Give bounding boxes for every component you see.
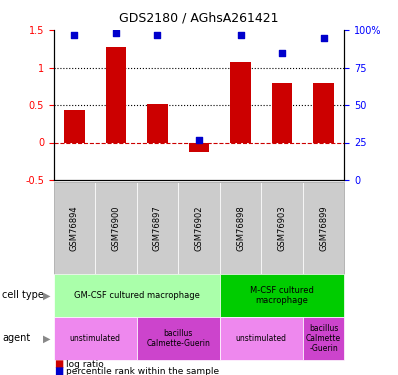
Text: GSM76903: GSM76903 — [277, 205, 287, 251]
Bar — [271, 82, 293, 142]
Text: ■: ■ — [54, 366, 63, 375]
Bar — [147, 104, 168, 142]
Text: log ratio: log ratio — [66, 360, 103, 369]
Text: ▶: ▶ — [43, 290, 51, 300]
Text: cell type: cell type — [2, 290, 44, 300]
Point — [154, 32, 161, 38]
Bar — [230, 62, 251, 142]
Text: GDS2180 / AGhsA261421: GDS2180 / AGhsA261421 — [119, 11, 279, 24]
Point — [196, 136, 202, 142]
Text: agent: agent — [2, 333, 30, 344]
Text: unstimulated: unstimulated — [236, 334, 287, 343]
Text: GSM76902: GSM76902 — [195, 205, 203, 251]
Text: ■: ■ — [54, 360, 63, 369]
Text: unstimulated: unstimulated — [70, 334, 121, 343]
Point — [237, 32, 244, 38]
Text: GSM76898: GSM76898 — [236, 205, 245, 251]
Bar — [105, 47, 126, 142]
Point — [320, 34, 327, 40]
Bar — [313, 82, 334, 142]
Text: GSM76900: GSM76900 — [111, 205, 121, 251]
Text: bacillus
Calmette
-Guerin: bacillus Calmette -Guerin — [306, 324, 341, 353]
Text: M-CSF cultured
macrophage: M-CSF cultured macrophage — [250, 286, 314, 305]
Text: bacillus
Calmette-Guerin: bacillus Calmette-Guerin — [146, 329, 210, 348]
Text: percentile rank within the sample: percentile rank within the sample — [66, 367, 219, 375]
Text: ▶: ▶ — [43, 333, 51, 344]
Text: GSM76899: GSM76899 — [319, 205, 328, 251]
Point — [113, 30, 119, 36]
Text: GM-CSF cultured macrophage: GM-CSF cultured macrophage — [74, 291, 200, 300]
Bar — [189, 142, 209, 152]
Text: GSM76897: GSM76897 — [153, 205, 162, 251]
Point — [279, 50, 285, 55]
Point — [71, 32, 78, 38]
Bar — [64, 110, 85, 142]
Text: GSM76894: GSM76894 — [70, 205, 79, 251]
